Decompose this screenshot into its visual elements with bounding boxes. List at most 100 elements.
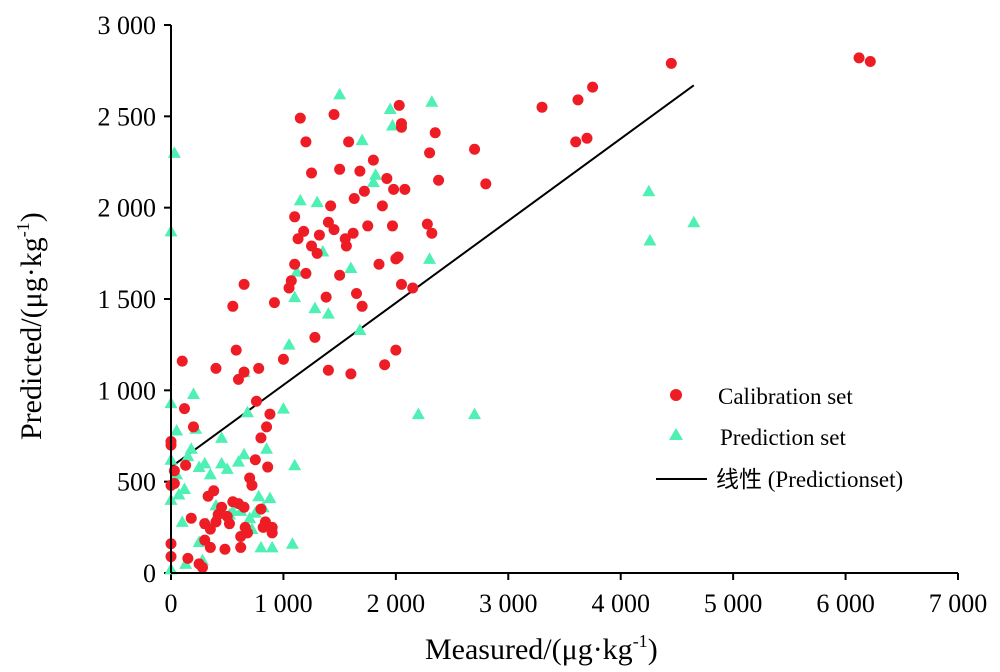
calibration-point [262, 461, 274, 473]
x-tick-label: 4 000 [591, 589, 650, 618]
calibration-point [246, 479, 258, 491]
calibration-point [356, 300, 368, 312]
x-tick-label: 2 000 [367, 589, 426, 618]
prediction-point [254, 540, 268, 553]
prediction-point [282, 338, 296, 350]
legend-calibration-marker [670, 389, 682, 401]
calibration-point [313, 229, 325, 241]
y-axis-title-sup: -1 [13, 222, 33, 237]
calibration-point [348, 193, 360, 205]
prediction-point [215, 456, 229, 469]
prediction-point [687, 215, 701, 228]
prediction-point [184, 442, 198, 454]
calibration-point [395, 278, 407, 290]
calibration-point [354, 165, 366, 177]
prediction-point [181, 449, 195, 462]
x-axis-title-main: Measured/(μg·kg [425, 633, 633, 666]
calibration-point [433, 174, 445, 186]
prediction-point [285, 537, 299, 549]
prediction-point [263, 491, 277, 504]
calibration-point [367, 154, 379, 166]
calibration-point [334, 269, 346, 281]
y-axis-title: Predicted/(μg·kg-1) [13, 212, 48, 440]
calibration-point [570, 136, 582, 148]
legend: Calibration set Prediction set 线性 (Predi… [656, 384, 903, 492]
prediction-point [385, 118, 399, 131]
calibration-point [264, 408, 276, 420]
calibration-point [185, 512, 197, 524]
x-tick-label: 0 [165, 589, 178, 618]
calibration-point [426, 227, 438, 239]
y-axis-title-end: ) [15, 212, 48, 222]
calibration-point [388, 183, 400, 195]
calibration-point [345, 368, 357, 380]
y-tick-label: 1 000 [98, 376, 157, 405]
y-tick-label: 1 500 [98, 285, 157, 314]
calibration-point [407, 282, 419, 294]
prediction-point [265, 540, 279, 553]
prediction-point [344, 261, 358, 273]
calibration-point [261, 421, 273, 433]
calibration-point [536, 101, 548, 113]
calibration-point [421, 218, 433, 230]
prediction-point [468, 407, 482, 420]
calibration-point [176, 355, 188, 367]
calibration-point [373, 258, 385, 270]
calibration-point [219, 543, 231, 555]
y-tick-label: 0 [143, 559, 156, 588]
calibration-point [328, 224, 340, 236]
y-tick-label: 500 [117, 468, 156, 497]
calibration-point [343, 136, 355, 148]
prediction-point [310, 195, 324, 208]
prediction-point [192, 460, 206, 473]
calibration-point [277, 353, 289, 365]
calibration-point [294, 112, 306, 124]
calibration-point [325, 200, 337, 212]
prediction-point [170, 424, 184, 436]
x-axis-title: Measured/(μg·kg-1) [425, 631, 658, 666]
calibration-point [379, 359, 391, 371]
prediction-point [423, 252, 437, 264]
prediction-point [198, 456, 212, 469]
calibration-point [340, 240, 352, 252]
prediction-point [177, 482, 191, 494]
calibration-point [381, 172, 393, 184]
prediction-point [411, 407, 425, 420]
calibration-point [241, 527, 253, 539]
prediction-point [260, 442, 274, 454]
calibration-point [853, 52, 865, 64]
ticks-layer: 0 1 000 2 000 3 000 4 000 5 000 6 000 7 000 0 500… [98, 11, 988, 618]
calibration-point [268, 297, 280, 309]
calibration-point [289, 258, 301, 270]
calibration-point [309, 331, 321, 343]
calibration-point [285, 275, 297, 287]
legend-trend-label: 线性 (Predictionset) [716, 467, 903, 492]
prediction-point [293, 193, 307, 206]
calibration-point [587, 81, 599, 93]
calibration-point [216, 501, 228, 513]
prediction-point [288, 458, 302, 471]
calibration-point [399, 183, 411, 195]
prediction-point [175, 515, 189, 527]
calibration-point [351, 288, 363, 300]
calibration-point [306, 167, 318, 179]
calibration-point [227, 300, 239, 312]
prediction-point [333, 87, 347, 100]
calibration-point [386, 220, 398, 232]
calibration-point [253, 362, 265, 374]
calibration-point [249, 454, 261, 466]
legend-prediction-label: Prediction set [720, 425, 846, 450]
calibration-point [300, 136, 312, 148]
calibration-point [581, 132, 593, 144]
prediction-point [215, 431, 229, 443]
calibration-point [395, 121, 407, 133]
calibration-point [298, 225, 310, 237]
prediction-point [642, 184, 656, 197]
calibration-point [362, 220, 374, 232]
prediction-point [290, 265, 304, 277]
calibration-point [358, 185, 370, 197]
x-axis-title-end: ) [648, 633, 658, 666]
prediction-point [203, 467, 217, 480]
prediction-point [220, 462, 234, 474]
x-tick-label: 6 000 [816, 589, 875, 618]
